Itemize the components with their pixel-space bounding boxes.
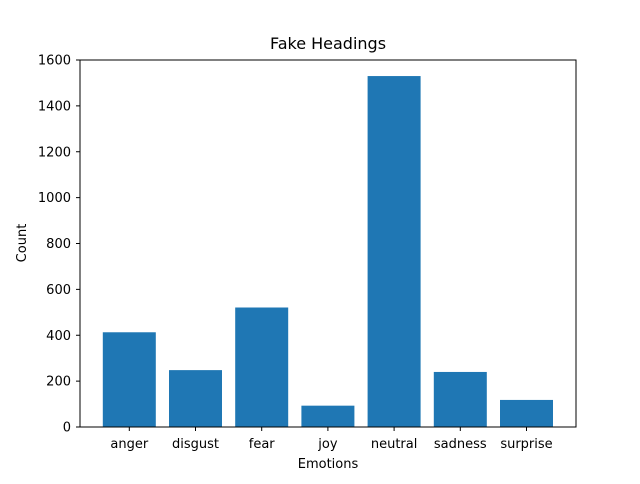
bars-layer (102, 76, 553, 427)
chart-title: Fake Headings (270, 34, 386, 53)
y-tick-label: 1400 (38, 99, 71, 114)
bar-sadness (433, 371, 487, 427)
bar-joy (301, 405, 355, 427)
x-tick-label: anger (110, 437, 148, 452)
bar-neutral (367, 76, 421, 427)
x-tick-label: surprise (500, 437, 552, 452)
bar-fear (235, 307, 289, 427)
y-tick-label: 1200 (38, 145, 71, 160)
x-tick-label: disgust (172, 437, 219, 452)
y-axis: 0 200 400 600 800 1000 1200 1400 1600 (38, 54, 80, 436)
x-tick-label: neutral (371, 437, 418, 452)
y-tick-label: 1000 (38, 191, 71, 206)
y-tick-label: 400 (46, 329, 71, 344)
bar-disgust (169, 370, 222, 427)
plot-frame (79, 59, 577, 428)
y-axis-label: Count (15, 224, 30, 263)
x-tick-label: sadness (434, 437, 487, 452)
y-tick-label: 800 (46, 237, 71, 252)
y-tick-label: 200 (46, 375, 71, 390)
bar-anger (102, 332, 156, 427)
x-tick-label: joy (317, 437, 338, 452)
y-tick-label: 1600 (38, 54, 71, 69)
x-axis-label: Emotions (298, 457, 359, 472)
bar-surprise (500, 399, 553, 427)
y-tick-label: 0 (63, 421, 71, 436)
x-axis: anger disgust fear joy neutral sadness surpris… (110, 427, 553, 452)
x-tick-label: fear (249, 437, 276, 452)
y-tick-label: 600 (46, 283, 71, 298)
